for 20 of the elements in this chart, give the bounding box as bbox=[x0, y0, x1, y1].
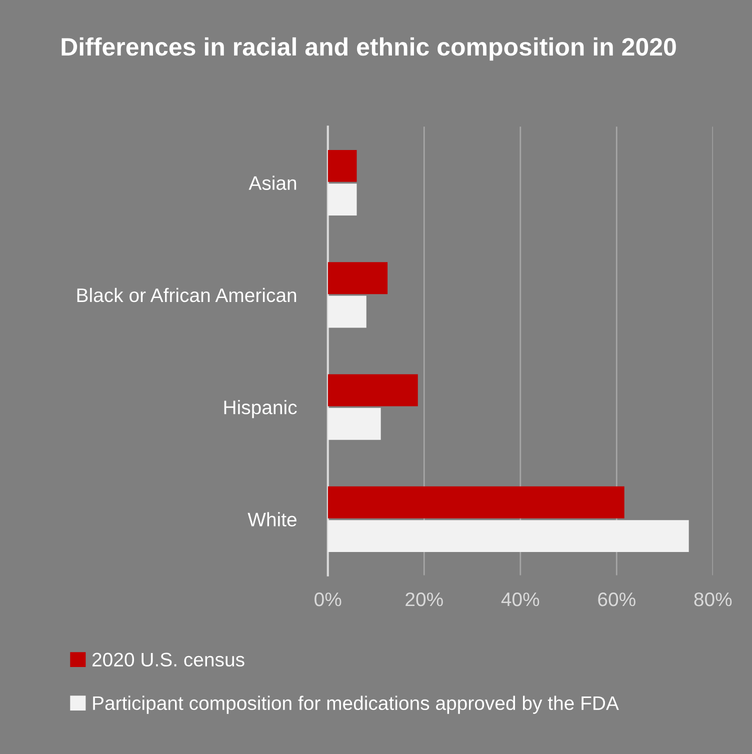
bar bbox=[328, 520, 689, 552]
bar bbox=[328, 486, 624, 518]
chart-title: Differences in racial and ethnic composition in 2020 bbox=[62, 37, 676, 61]
y-tick-label: White bbox=[248, 512, 296, 526]
bar bbox=[328, 262, 388, 294]
x-tick-label: 20% bbox=[406, 592, 443, 606]
bar bbox=[328, 374, 418, 406]
x-tick-label: 60% bbox=[598, 592, 636, 606]
bar bbox=[328, 184, 357, 216]
x-tick-label: 0% bbox=[314, 592, 342, 606]
x-tick-label: 40% bbox=[501, 592, 540, 606]
y-tick-label: Asian bbox=[248, 176, 296, 190]
legend-label: 2020 U.S. census bbox=[92, 652, 244, 667]
bar bbox=[328, 150, 357, 182]
x-tick-label: 80% bbox=[694, 592, 732, 606]
legend-label: Participant composition for medications approved by the FDA bbox=[93, 696, 619, 714]
y-tick-label: Hispanic bbox=[224, 400, 297, 418]
bar bbox=[328, 296, 366, 328]
y-tick-label: Black or African American bbox=[77, 288, 296, 302]
bar bbox=[328, 408, 381, 440]
